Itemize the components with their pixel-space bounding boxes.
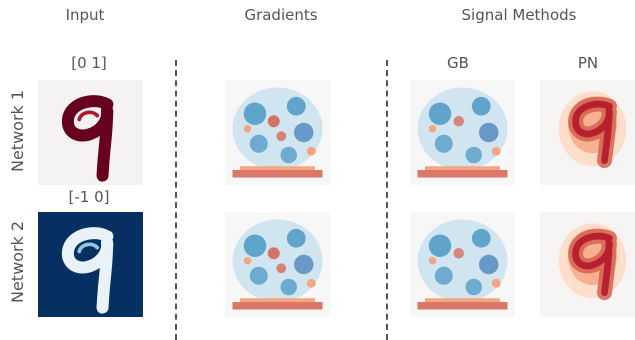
column-title-signal-methods: Signal Methods <box>461 6 577 24</box>
subcolumn-title-pn: PN <box>577 54 599 72</box>
pn-map-network-1 <box>540 80 635 185</box>
column-title-gradients: Gradients <box>244 6 318 24</box>
gb-map-network-2 <box>410 212 515 317</box>
range-label-network-1: [0 1] <box>71 54 107 72</box>
input-image-network-1 <box>38 80 143 185</box>
input-image-network-2 <box>38 212 143 317</box>
subcolumn-title-gb: GB <box>447 54 469 72</box>
divider-right <box>386 60 388 340</box>
row-label-network-1: Network 1 <box>8 89 27 172</box>
gradient-map-network-2 <box>225 212 330 317</box>
divider-left <box>175 60 177 340</box>
range-label-network-2: [-1 0] <box>68 188 110 206</box>
gradient-map-network-1 <box>225 80 330 185</box>
column-title-input: Input <box>65 6 105 24</box>
row-label-network-2: Network 2 <box>8 220 27 303</box>
pn-map-network-2 <box>540 212 635 317</box>
gb-map-network-1 <box>410 80 515 185</box>
